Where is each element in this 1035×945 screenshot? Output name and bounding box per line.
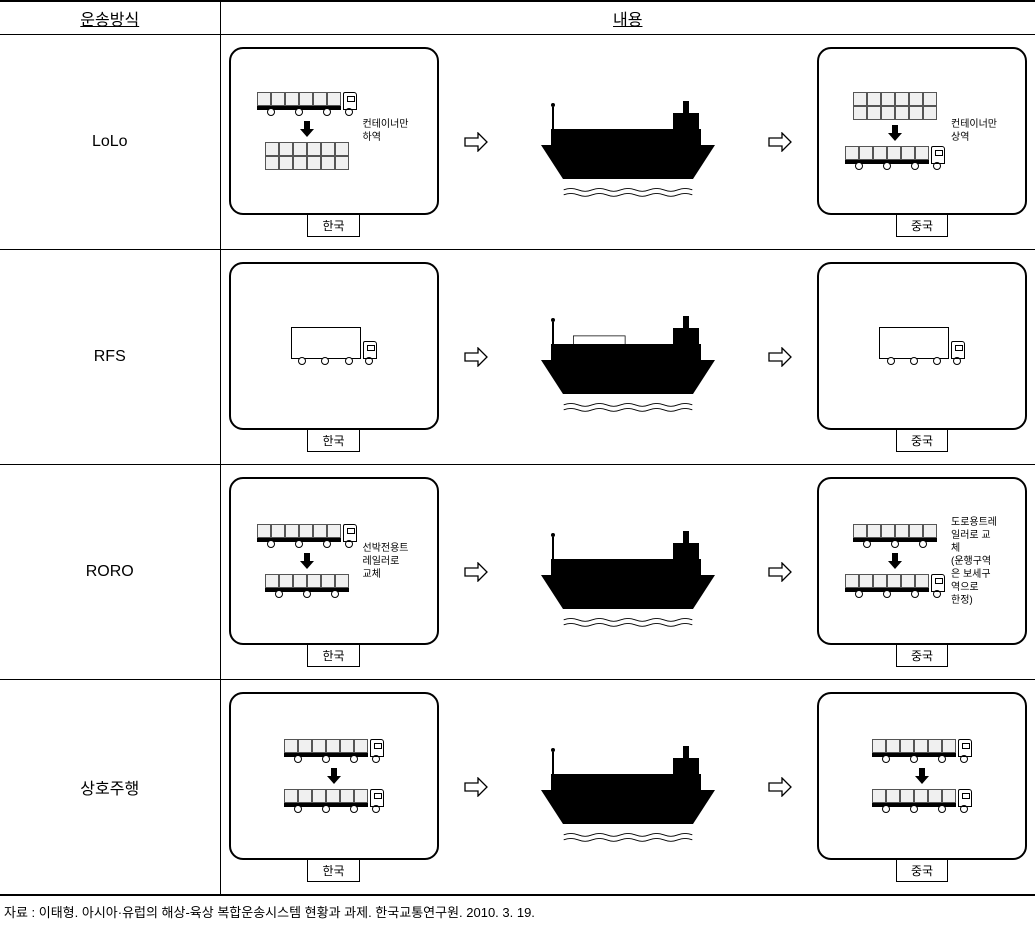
flatbed-truck-icon (265, 574, 349, 598)
country-tag: 한국 (307, 429, 359, 452)
arrow-right-icon (768, 132, 792, 152)
container-stack-icon (265, 142, 349, 170)
panel: 컨테이너만하역 한국 (229, 47, 439, 237)
country-tag: 한국 (307, 644, 359, 667)
method-cell: 상호주행 (0, 680, 220, 896)
panel: 중국 (817, 262, 1027, 452)
panel: 컨테이너만상역 중국 (817, 47, 1027, 237)
transport-methods-table: 운송방식 내용 LoLo 컨테이너만하역 한국 (0, 0, 1035, 896)
waves-icon (538, 617, 718, 627)
method-cell: RFS (0, 250, 220, 465)
box-truck-icon (291, 327, 377, 365)
ship-icon (513, 517, 743, 627)
flatbed-truck-icon (872, 789, 972, 813)
method-cell: RORO (0, 465, 220, 680)
ship-icon (513, 87, 743, 197)
arrow-down-icon (299, 552, 315, 570)
flatbed-truck-icon (853, 524, 937, 548)
arrow-right-icon (464, 132, 488, 152)
content-cell: 한국 (220, 680, 1035, 896)
header-content: 내용 (220, 1, 1035, 35)
country-tag: 중국 (896, 859, 948, 882)
container-stack-icon (853, 92, 937, 120)
flatbed-truck-icon (845, 146, 945, 170)
arrow-down-icon (326, 767, 342, 785)
flatbed-truck-icon (257, 92, 357, 116)
flatbed-truck-icon (257, 524, 357, 548)
flatbed-truck-icon (284, 789, 384, 813)
flatbed-truck-icon (845, 574, 945, 598)
panel-note: 도로용트레일러로 교체(운행구역은 보세구역으로한정) (951, 516, 999, 607)
panel: 한국 (229, 692, 439, 882)
ship-icon (513, 302, 743, 412)
country-tag: 중국 (896, 429, 948, 452)
country-tag: 한국 (307, 859, 359, 882)
panel: 선박전용트레일러로교체 한국 (229, 477, 439, 667)
panel-note: 컨테이너만하역 (363, 118, 411, 144)
waves-icon (538, 832, 718, 842)
arrow-right-icon (768, 777, 792, 797)
flow-diagram: 한국 (229, 692, 1028, 882)
arrow-right-icon (464, 777, 488, 797)
panel-note: 컨테이너만상역 (951, 118, 999, 144)
flow-diagram: 컨테이너만하역 한국 (229, 47, 1028, 237)
arrow-down-icon (887, 124, 903, 142)
arrow-down-icon (299, 120, 315, 138)
flatbed-truck-icon (872, 739, 972, 763)
country-tag: 중국 (896, 644, 948, 667)
flow-diagram: 한국 (229, 262, 1028, 452)
country-tag: 중국 (896, 214, 948, 237)
flow-diagram: 선박전용트레일러로교체 한국 (229, 477, 1028, 667)
country-tag: 한국 (307, 214, 359, 237)
arrow-right-icon (464, 347, 488, 367)
panel-note: 선박전용트레일러로교체 (363, 542, 411, 581)
panel: 한국 (229, 262, 439, 452)
arrow-down-icon (887, 552, 903, 570)
waves-icon (538, 187, 718, 197)
content-cell: 한국 (220, 250, 1035, 465)
content-cell: 선박전용트레일러로교체 한국 (220, 465, 1035, 680)
ship-icon (513, 732, 743, 842)
arrow-right-icon (464, 562, 488, 582)
arrow-right-icon (768, 347, 792, 367)
arrow-down-icon (914, 767, 930, 785)
arrow-right-icon (768, 562, 792, 582)
box-truck-icon (879, 327, 965, 365)
waves-icon (538, 402, 718, 412)
content-cell: 컨테이너만하역 한국 (220, 35, 1035, 250)
flatbed-truck-icon (284, 739, 384, 763)
citation-text: 자료 : 이태형. 아시아·유럽의 해상-육상 복합운송시스템 현황과 과제. … (0, 896, 1035, 927)
method-cell: LoLo (0, 35, 220, 250)
panel: 중국 (817, 692, 1027, 882)
header-method: 운송방식 (0, 1, 220, 35)
panel: 도로용트레일러로 교체(운행구역은 보세구역으로한정) 중국 (817, 477, 1027, 667)
